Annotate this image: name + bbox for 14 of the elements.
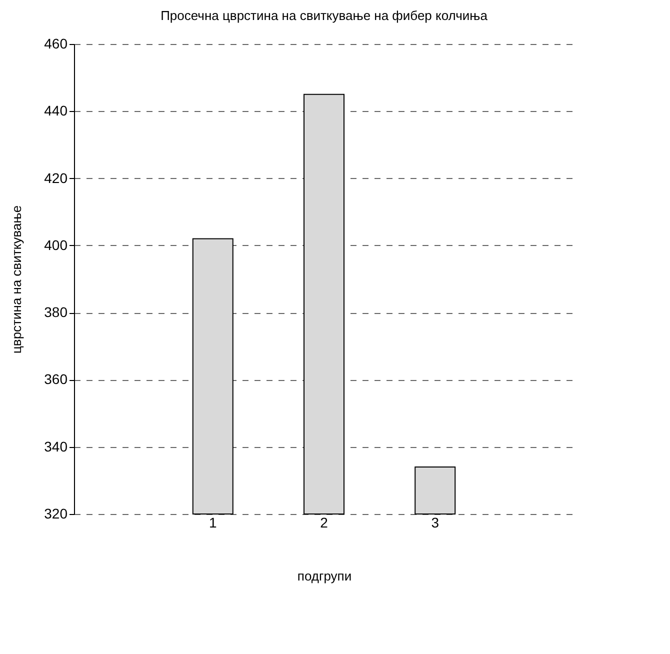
y-tick-label: 420 xyxy=(44,170,68,186)
x-tick-label: 2 xyxy=(320,514,328,530)
y-tick-label: 460 xyxy=(44,36,68,52)
x-tick-label: 3 xyxy=(431,514,440,530)
y-tick-label: 320 xyxy=(44,506,68,522)
y-axis-title: цврстина на свиткување xyxy=(9,205,24,354)
x-tick-label: 1 xyxy=(208,514,217,530)
y-tick-label: 400 xyxy=(44,236,68,253)
y-tick-label: 360 xyxy=(44,371,68,388)
y-tick-label: 440 xyxy=(44,102,68,119)
chart-title: Просечна цврстина на свиткување на фибер колчиња xyxy=(160,8,488,23)
x-axis-title: подгрупи xyxy=(297,568,352,584)
y-tick-label: 340 xyxy=(44,438,68,454)
y-tick-label: 380 xyxy=(44,304,68,320)
